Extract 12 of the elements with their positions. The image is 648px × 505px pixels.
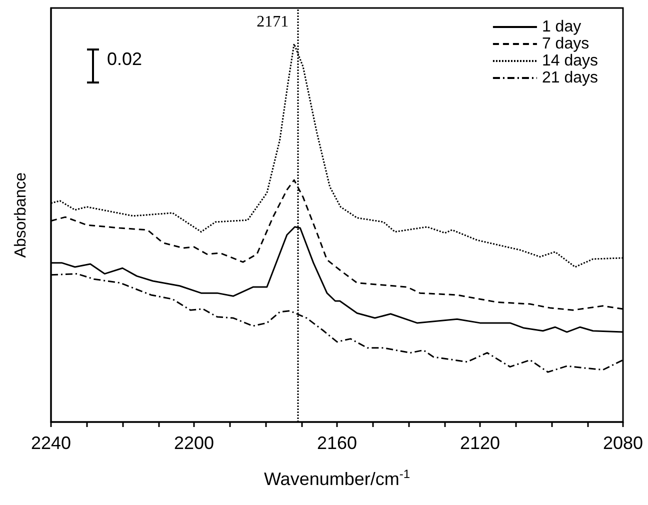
annotation: 0.02: [107, 48, 142, 70]
x-tick-label: 2080: [602, 433, 644, 453]
legend-label: 1 day: [542, 18, 582, 36]
ref-line-label: 2171: [256, 14, 289, 30]
x-tick-label: 2200: [174, 433, 214, 453]
legend-label: 14 days: [542, 52, 598, 70]
legend-label: 7 days: [542, 36, 590, 52]
x-tick-label: 2240: [30, 433, 72, 453]
y-axis-title: Absorbance: [12, 172, 30, 258]
x-tick-label: 2120: [460, 433, 500, 453]
x-tick-label: 2160: [316, 433, 358, 453]
legend-label: 21 days: [542, 70, 598, 86]
